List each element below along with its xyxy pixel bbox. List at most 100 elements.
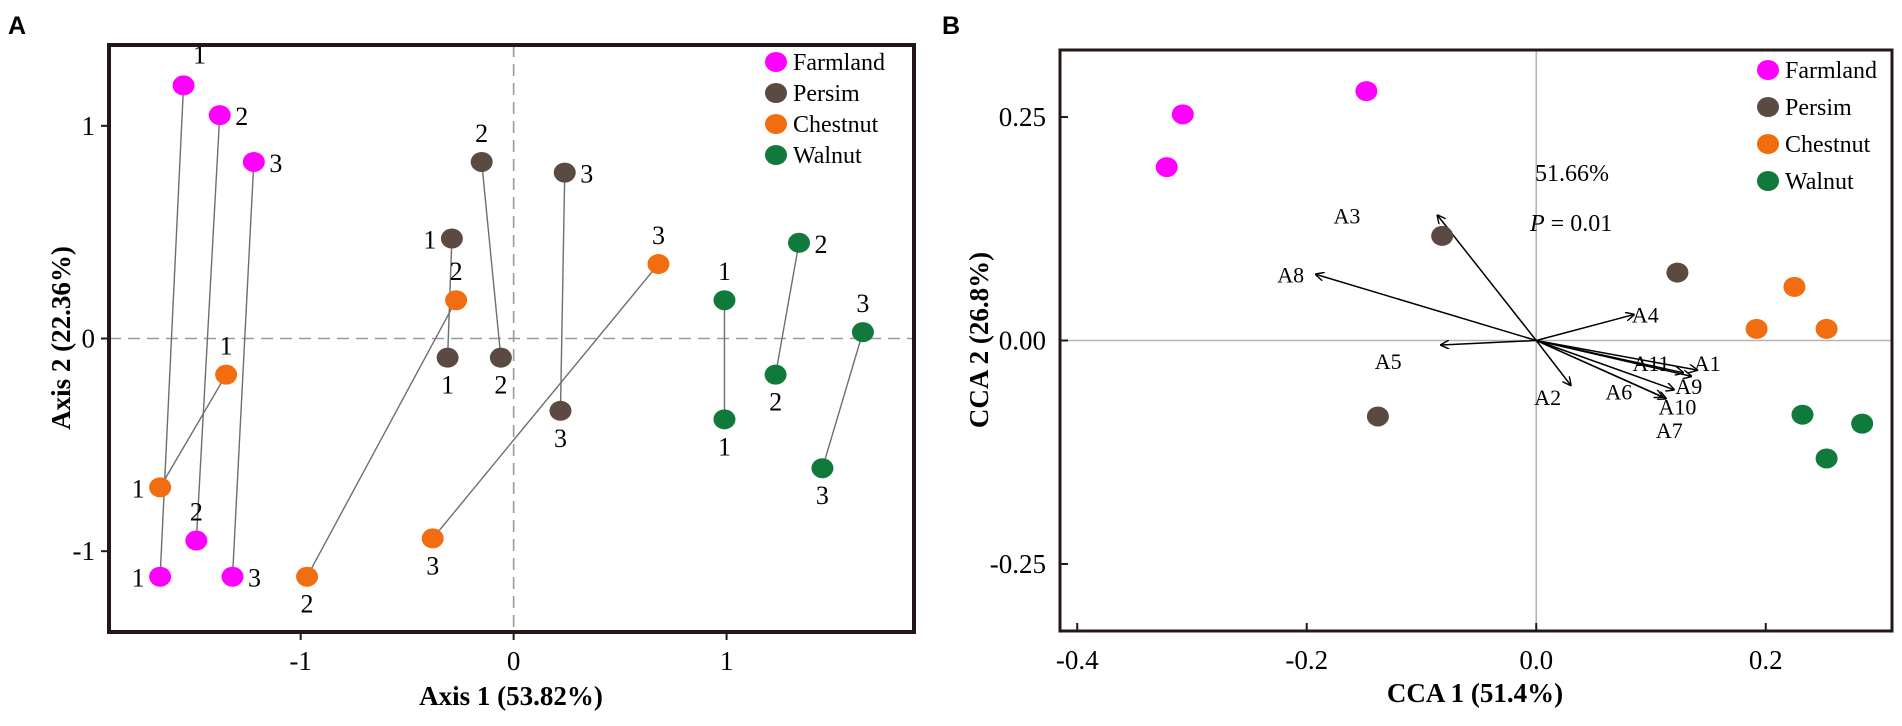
vector-label-a11: A11 — [1632, 351, 1669, 376]
point-label: 1 — [718, 257, 731, 286]
point-farmland — [1171, 104, 1194, 125]
point-label: 2 — [301, 590, 314, 619]
point-label: 3 — [554, 424, 567, 453]
point-label: 3 — [856, 289, 869, 318]
panel-a-x-tick-label: 1 — [720, 646, 734, 676]
panel-b-label: B — [942, 12, 960, 40]
p-value-annotation: P = 0.01 — [1529, 211, 1612, 237]
panel-a-y-axis-title: Axis 2 (22.36%) — [46, 246, 76, 430]
point-persim — [549, 400, 572, 421]
panel-b-x-axis-title: CCA 1 (51.4%) — [1387, 678, 1563, 708]
point-label: 3 — [816, 481, 829, 510]
vector-label-a8: A8 — [1277, 262, 1304, 287]
point-farmland — [208, 105, 231, 126]
panel-b-legend-marker-persim — [1757, 97, 1779, 117]
vector-arrow-a1 — [1536, 339, 1697, 370]
point-label: 1 — [193, 40, 206, 69]
vector-label-a4: A4 — [1632, 303, 1659, 328]
point-walnut — [1815, 448, 1838, 469]
panel-b-x-tick-label: 0.0 — [1519, 645, 1553, 675]
point-label: 2 — [494, 371, 507, 400]
replicate-link-line — [432, 263, 659, 539]
replicate-link-line — [159, 374, 227, 488]
point-chestnut — [215, 364, 238, 385]
panel-b-legend-marker-farmland — [1757, 60, 1779, 80]
panel-b-legend-marker-walnut — [1757, 171, 1779, 191]
point-label: 1 — [423, 226, 436, 255]
point-label: 2 — [815, 230, 828, 259]
point-farmland — [221, 566, 244, 587]
point-persim — [1366, 406, 1389, 427]
panel-b-legend-label-farmland: Farmland — [1785, 58, 1877, 84]
point-chestnut — [1745, 318, 1768, 339]
panel-a-y-tick-label: 1 — [82, 111, 96, 141]
point-label: 2 — [475, 119, 488, 148]
vector-label-a1: A1 — [1694, 351, 1721, 376]
panel-a-y-tick-label: -1 — [73, 536, 96, 566]
panel-a-legend-marker-chestnut — [765, 114, 787, 134]
panel-a-legend-label-walnut: Walnut — [793, 143, 862, 169]
replicate-link-line — [159, 85, 185, 577]
point-farmland — [185, 530, 208, 551]
panel-b-legend-label-chestnut: Chestnut — [1785, 132, 1871, 158]
point-persim — [489, 347, 512, 368]
panel-a-legend-label-farmland: Farmland — [793, 50, 885, 76]
point-walnut — [764, 364, 787, 385]
panel-b-y-tick-label: 0.00 — [999, 326, 1046, 356]
vector-label-a3: A3 — [1333, 203, 1360, 228]
point-label: 3 — [426, 551, 439, 580]
point-persim — [1431, 225, 1454, 246]
panel-b-legend-label-persim: Persim — [1785, 95, 1852, 121]
panel-a-x-tick-label: 0 — [507, 646, 521, 676]
panel-b-legend-label-walnut: Walnut — [1785, 169, 1854, 195]
point-chestnut — [149, 477, 172, 498]
panel-a-legend-marker-walnut — [765, 145, 787, 165]
variance-annotation: 51.66% — [1535, 161, 1609, 187]
panel-a-legend-label-chestnut: Chestnut — [793, 112, 879, 138]
point-label: 2 — [235, 102, 248, 131]
replicate-link-line — [480, 161, 502, 358]
point-walnut — [713, 290, 736, 311]
p-symbol: P — [1529, 211, 1545, 237]
vector-arrow-a5 — [1441, 339, 1537, 345]
vector-label-a6: A6 — [1605, 379, 1632, 404]
point-walnut — [1851, 413, 1874, 434]
vector-arrow-a8 — [1316, 274, 1537, 342]
point-chestnut — [421, 528, 444, 549]
panel-b: B -0.4 -0.2 0.0 0.2 0.25 0.00 -0.25 A1 A2 A3 A4 A5 A… — [942, 12, 1894, 708]
vector-arrow-a11 — [1536, 339, 1683, 373]
point-label: 2 — [450, 257, 463, 286]
panel-b-legend-marker-chestnut — [1757, 134, 1779, 154]
vector-label-a5: A5 — [1375, 349, 1402, 374]
point-walnut — [811, 458, 834, 479]
replicate-link-line — [231, 161, 255, 577]
vector-label-a7: A7 — [1656, 418, 1683, 443]
point-persim — [553, 162, 576, 183]
vector-arrow-a3 — [1438, 215, 1537, 341]
point-farmland — [172, 75, 195, 96]
point-chestnut — [445, 290, 468, 311]
point-chestnut — [1783, 276, 1806, 297]
point-persim — [440, 228, 463, 249]
vector-arrow-a10 — [1535, 339, 1674, 390]
panel-b-x-tick-label: -0.4 — [1056, 645, 1099, 675]
panel-a-frame — [107, 43, 916, 634]
point-chestnut — [647, 254, 670, 275]
replicate-link-line — [195, 115, 221, 541]
vector-label-a2: A2 — [1534, 385, 1561, 410]
replicate-link-line — [559, 172, 566, 411]
vector-label-a9: A9 — [1675, 374, 1702, 399]
point-label: 3 — [248, 564, 261, 593]
panel-b-frame — [1058, 48, 1894, 633]
point-label: 1 — [718, 432, 731, 461]
point-label: 1 — [132, 564, 145, 593]
point-walnut — [1791, 404, 1814, 425]
point-label: 3 — [269, 149, 282, 178]
point-farmland — [242, 151, 265, 172]
point-label: 2 — [769, 388, 782, 417]
point-farmland — [1155, 157, 1178, 178]
replicate-link-line — [821, 331, 864, 469]
point-label: 1 — [220, 332, 233, 361]
panel-b-y-tick-label: -0.25 — [990, 549, 1046, 579]
